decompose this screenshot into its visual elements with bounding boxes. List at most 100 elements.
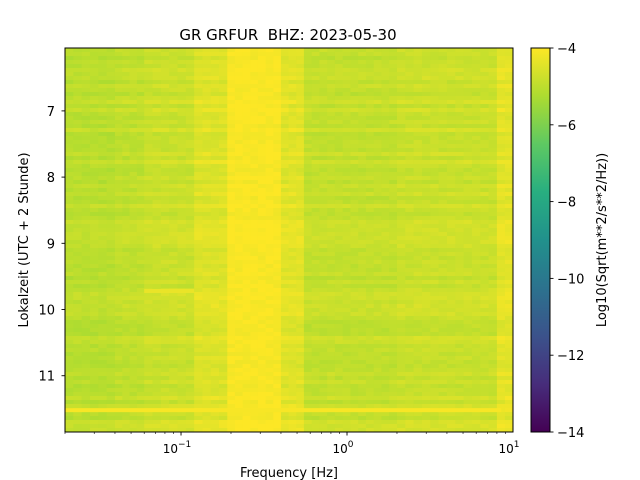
heat-cell bbox=[334, 224, 344, 229]
heat-cell bbox=[405, 52, 415, 57]
heat-cell bbox=[350, 48, 359, 53]
heat-cell bbox=[405, 196, 415, 201]
heat-cell bbox=[185, 68, 195, 73]
heat-cell bbox=[202, 180, 212, 185]
heat-cell bbox=[210, 232, 220, 237]
heat-cell bbox=[227, 296, 236, 301]
heat-cell bbox=[89, 288, 99, 293]
heat-cell bbox=[438, 48, 448, 53]
heat-cell bbox=[65, 236, 74, 241]
heat-cell bbox=[319, 236, 328, 241]
heat-cell bbox=[358, 296, 367, 301]
heat-cell bbox=[296, 76, 305, 81]
heat-cell bbox=[210, 140, 220, 145]
heat-cell bbox=[89, 176, 99, 181]
heat-cell bbox=[396, 284, 406, 289]
heat-cell bbox=[504, 92, 513, 97]
heat-cell bbox=[265, 204, 274, 209]
heat-cell bbox=[144, 204, 154, 209]
heat-cell bbox=[342, 348, 352, 353]
heat-cell bbox=[342, 244, 352, 249]
heat-cell bbox=[160, 236, 170, 241]
heat-cell bbox=[89, 188, 99, 193]
heat-cell bbox=[471, 344, 481, 349]
heat-cell bbox=[504, 352, 513, 357]
heat-cell bbox=[334, 328, 344, 333]
heat-cell bbox=[160, 340, 170, 345]
heat-cell bbox=[430, 288, 440, 293]
heat-cell bbox=[396, 296, 406, 301]
heat-cell bbox=[250, 88, 259, 93]
heat-cell bbox=[202, 224, 212, 229]
heat-cell bbox=[365, 288, 375, 293]
heat-cell bbox=[413, 348, 423, 353]
heat-cell bbox=[438, 56, 448, 61]
heat-cell bbox=[504, 356, 513, 361]
heat-cell bbox=[413, 116, 423, 121]
heat-cell bbox=[311, 68, 321, 73]
heat-cell bbox=[242, 364, 251, 369]
heat-cell bbox=[296, 88, 305, 93]
heat-cell bbox=[504, 296, 513, 301]
heat-cell bbox=[471, 164, 481, 169]
heat-cell bbox=[438, 300, 448, 305]
heat-cell bbox=[202, 392, 212, 397]
heat-cell bbox=[430, 108, 440, 113]
heat-cell bbox=[413, 52, 423, 57]
heat-cell bbox=[438, 332, 448, 337]
heat-cell bbox=[430, 248, 440, 253]
heat-cell bbox=[210, 308, 220, 313]
heat-cell bbox=[98, 116, 108, 121]
heat-cell bbox=[496, 356, 506, 361]
heat-cell bbox=[463, 76, 473, 81]
heat-cell bbox=[177, 72, 187, 77]
heat-cell bbox=[396, 208, 406, 213]
heat-cell bbox=[350, 68, 359, 73]
heat-cell bbox=[122, 228, 131, 233]
heat-cell bbox=[177, 276, 187, 281]
heat-cell bbox=[81, 340, 91, 345]
heat-cell bbox=[365, 136, 375, 141]
heat-cell bbox=[438, 340, 448, 345]
heat-cell bbox=[257, 400, 267, 405]
heat-cell bbox=[311, 128, 321, 133]
heat-cell bbox=[114, 356, 123, 361]
heat-cell bbox=[194, 216, 204, 221]
heat-cell bbox=[122, 304, 131, 309]
heat-cell bbox=[89, 268, 99, 273]
heat-cell bbox=[106, 204, 116, 209]
heat-cell bbox=[257, 288, 267, 293]
heat-cell bbox=[389, 356, 398, 361]
heat-cell bbox=[73, 152, 83, 157]
heat-cell bbox=[389, 64, 398, 69]
heat-cell bbox=[185, 48, 195, 53]
heat-cell bbox=[303, 76, 313, 81]
heat-cell bbox=[342, 188, 352, 193]
heat-cell bbox=[504, 220, 513, 225]
heat-cell bbox=[488, 348, 498, 353]
heat-cell bbox=[242, 260, 251, 265]
heat-cell bbox=[81, 352, 91, 357]
heat-cell bbox=[413, 112, 423, 117]
heat-cell bbox=[144, 396, 154, 401]
heat-cell bbox=[280, 392, 290, 397]
heat-cell bbox=[319, 136, 328, 141]
heat-cell bbox=[389, 160, 398, 165]
heat-cell bbox=[488, 336, 498, 341]
heat-cell bbox=[311, 172, 321, 177]
heat-cell bbox=[98, 300, 108, 305]
heat-cell bbox=[358, 224, 367, 229]
heat-cell bbox=[288, 140, 297, 145]
heat-cell bbox=[296, 296, 305, 301]
heat-cell bbox=[152, 376, 162, 381]
heat-cell bbox=[405, 380, 415, 385]
heat-cell bbox=[242, 88, 251, 93]
heat-cell bbox=[381, 316, 390, 321]
heat-cell bbox=[288, 228, 297, 233]
heat-cell bbox=[160, 140, 170, 145]
heat-cell bbox=[122, 236, 131, 241]
heat-cell bbox=[455, 168, 465, 173]
heat-cell bbox=[396, 116, 406, 121]
heat-cell bbox=[210, 96, 220, 101]
heat-cell bbox=[144, 340, 154, 345]
